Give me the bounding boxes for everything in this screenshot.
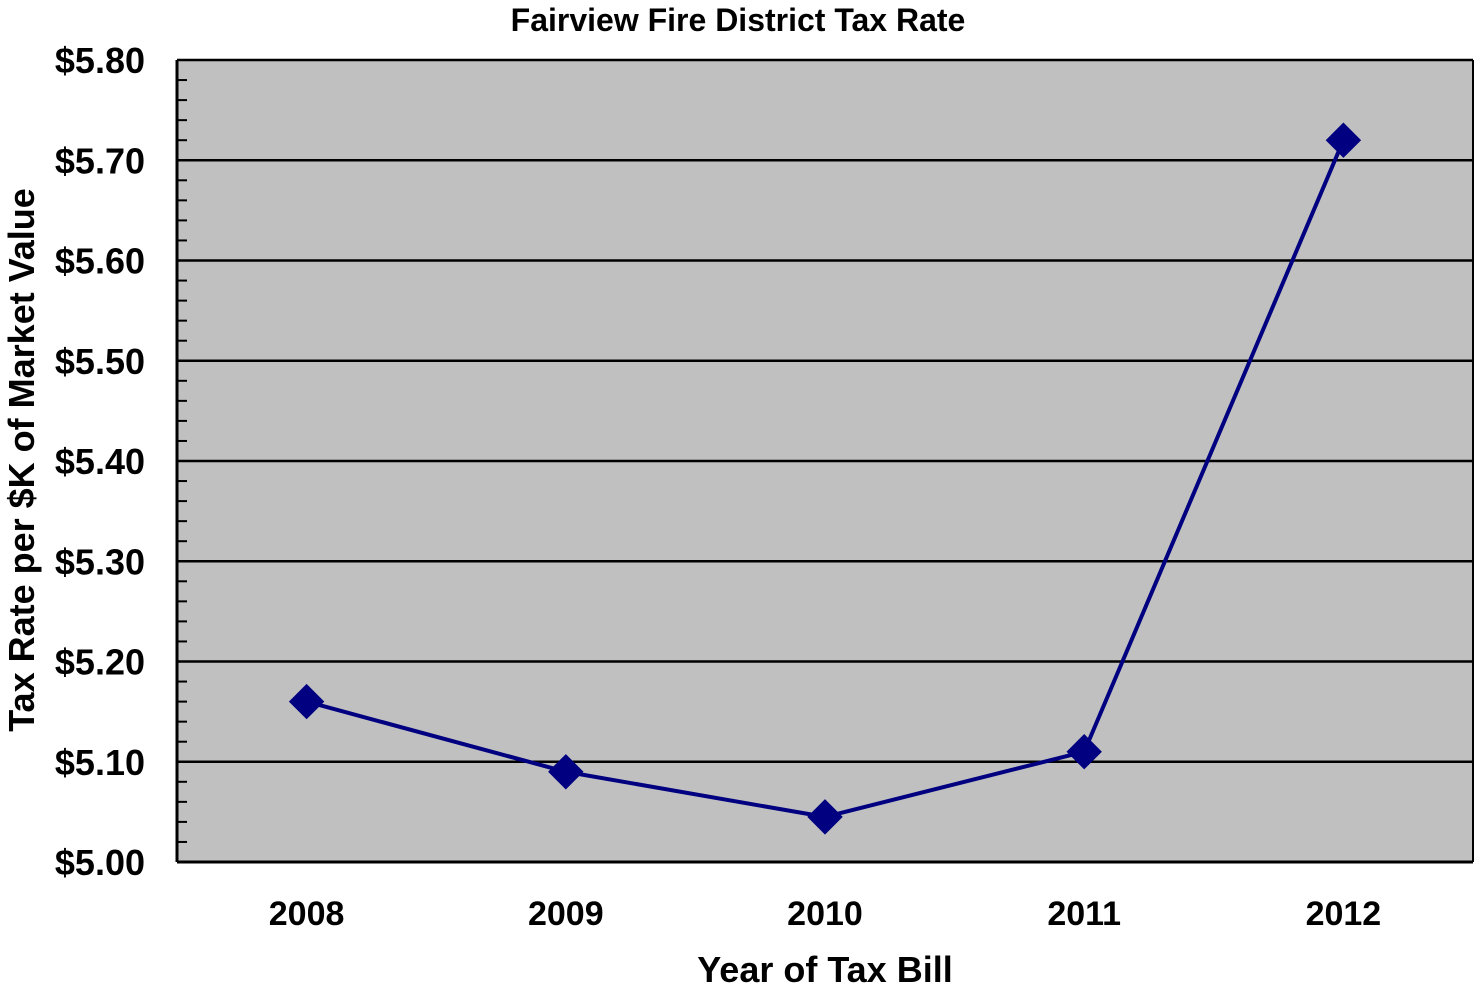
y-tick-label: $5.30 (55, 541, 145, 582)
data-point-marker (1325, 122, 1362, 158)
x-tick-label: 2009 (528, 895, 604, 933)
y-tick-label: $5.80 (55, 40, 145, 81)
y-tick-label: $5.60 (55, 241, 145, 282)
x-tick-label: 2010 (787, 895, 863, 933)
data-point-marker (548, 754, 584, 790)
x-tick-label: 2008 (269, 895, 345, 933)
y-tick-label: $5.70 (55, 140, 145, 181)
y-tick-label: $5.10 (55, 742, 145, 783)
x-axis-label: Year of Tax Bill (697, 949, 952, 986)
data-point-marker (1066, 734, 1102, 770)
chart-title: Fairview Fire District Tax Rate (511, 2, 966, 38)
x-tick-labels: 2008 2009 2010 2011 2012 (269, 895, 1381, 933)
series-layer (288, 122, 1362, 835)
y-tick-labels: $5.00 $5.10 $5.20 $5.30 $5.40 $5.50 $5.60 $5.70… (55, 40, 145, 883)
axes (175, 60, 1474, 864)
data-point-marker (288, 683, 325, 720)
y-tick-label: $5.20 (55, 642, 145, 683)
data-point-marker (807, 799, 843, 835)
y-axis-label: Tax Rate per $K of Market Value (1, 188, 42, 732)
y-tick-label: $5.50 (55, 341, 145, 382)
y-tick-label: $5.00 (55, 842, 145, 883)
y-tick-label: $5.40 (55, 441, 145, 482)
x-tick-label: 2011 (1047, 895, 1121, 933)
x-tick-label: 2012 (1306, 895, 1382, 933)
